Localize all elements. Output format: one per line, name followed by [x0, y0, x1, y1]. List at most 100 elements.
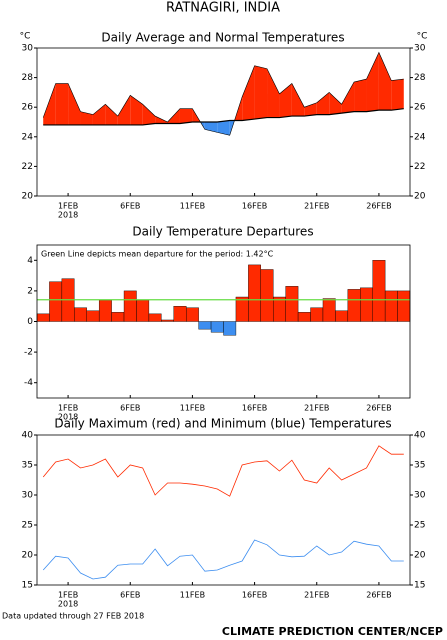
- x-tick-label: 6FEB: [120, 404, 140, 413]
- bar: [98, 299, 112, 322]
- y-tick-label: 15: [22, 581, 33, 591]
- year-label: 2018: [58, 600, 78, 609]
- x-tick-label: 26FEB: [366, 202, 391, 211]
- y2-tick-label: 35: [414, 461, 425, 471]
- bar: [322, 298, 336, 322]
- departure-fill: [242, 65, 255, 121]
- bar: [161, 319, 174, 322]
- year-label: 2018: [58, 211, 78, 220]
- y-tick-label: 40: [22, 431, 34, 441]
- y-tick-label: 26: [22, 103, 34, 113]
- x-tick-label: 21FEB: [304, 404, 329, 413]
- bar: [136, 299, 150, 322]
- x-tick-label: 11FEB: [180, 202, 205, 211]
- average-line: [42, 51, 404, 136]
- departure-fill: [80, 111, 93, 125]
- y2-tick-label: 30: [414, 44, 426, 54]
- departure-fill: [117, 95, 131, 125]
- y2-tick-label: 26: [414, 103, 426, 113]
- x-tick-label: 1FEB: [58, 202, 78, 211]
- departure-fill: [130, 95, 143, 125]
- x-tick-label: 21FEB: [304, 591, 329, 600]
- y-tick-label: 20: [22, 192, 34, 202]
- y-tick-label: 2: [27, 286, 33, 296]
- bar: [36, 313, 50, 322]
- departure-fill: [254, 65, 268, 120]
- unit-left: °C: [20, 32, 31, 42]
- x-tick-label: 6FEB: [120, 202, 140, 211]
- y-tick-label: 20: [22, 551, 34, 561]
- series-line: [42, 445, 404, 497]
- bar: [210, 321, 224, 333]
- y2-tick-label: 22: [414, 162, 425, 172]
- departure-fill: [279, 83, 292, 118]
- y-tick-label: 4: [27, 256, 33, 266]
- x-tick-label: 1FEB: [58, 591, 78, 600]
- bar: [335, 310, 349, 322]
- departure-fill: [378, 52, 392, 111]
- departure-fill: [179, 108, 193, 124]
- departure-fill: [291, 83, 305, 117]
- y2-tick-label: 20: [414, 192, 426, 202]
- x-tick-label: 11FEB: [180, 404, 205, 413]
- x-tick-label: 16FEB: [242, 202, 267, 211]
- x-tick-label: 11FEB: [180, 591, 205, 600]
- departure-fill: [204, 122, 218, 133]
- bar: [49, 281, 63, 322]
- x-tick-label: 16FEB: [242, 404, 267, 413]
- departure-fill: [267, 68, 280, 118]
- y-tick-label: -2: [24, 348, 33, 358]
- normal-line: [43, 108, 404, 126]
- y2-tick-label: 28: [414, 73, 426, 83]
- departure-fill: [92, 104, 106, 125]
- y2-tick-label: 25: [414, 521, 425, 531]
- annotation: Green Line depicts mean departure for th…: [41, 250, 274, 259]
- plot-frame: [36, 244, 411, 399]
- x-tick-label: 16FEB: [242, 591, 267, 600]
- bar: [223, 321, 237, 336]
- departure-fill: [354, 79, 367, 112]
- bar: [86, 310, 100, 322]
- page-title: RATNAGIRI, INDIA: [166, 1, 280, 16]
- y2-tick-label: 40: [414, 431, 426, 441]
- departure-fill: [217, 120, 230, 136]
- bar: [198, 321, 212, 330]
- y2-tick-label: 20: [414, 551, 426, 561]
- x-tick-label: 21FEB: [304, 202, 329, 211]
- bar: [397, 290, 411, 322]
- bar: [148, 313, 162, 322]
- departure-fill: [329, 92, 342, 115]
- bar: [235, 296, 249, 322]
- departure-fill: [391, 79, 404, 111]
- departure-fill: [68, 83, 81, 125]
- departure-fill: [105, 104, 118, 125]
- bar: [111, 312, 125, 322]
- bar: [248, 264, 262, 322]
- departure-fill: [43, 83, 56, 125]
- bar: [297, 312, 311, 322]
- panel-title: Daily Maximum (red) and Minimum (blue) T…: [54, 417, 391, 431]
- bar: [173, 306, 187, 322]
- y-tick-label: 30: [22, 44, 34, 54]
- x-tick-label: 1FEB: [58, 404, 78, 413]
- departure-fill: [366, 52, 379, 112]
- bar: [372, 260, 386, 322]
- series-line: [42, 539, 404, 580]
- bar: [285, 286, 299, 322]
- y-tick-label: 0: [27, 317, 33, 327]
- bar: [347, 289, 361, 322]
- x-tick-label: 26FEB: [366, 591, 391, 600]
- y-tick-label: 24: [22, 132, 34, 142]
- plot-frame: [36, 47, 411, 197]
- y2-tick-label: 15: [414, 581, 425, 591]
- panel-title: Daily Average and Normal Temperatures: [101, 31, 344, 45]
- panel-title: Daily Temperature Departures: [132, 225, 313, 239]
- plot-frame: [36, 434, 411, 586]
- y2-tick-label: 24: [414, 132, 426, 142]
- bar: [360, 287, 373, 322]
- unit-right: °C: [417, 32, 428, 42]
- bar: [185, 307, 199, 322]
- y-tick-label: 22: [22, 162, 33, 172]
- bar: [123, 290, 137, 322]
